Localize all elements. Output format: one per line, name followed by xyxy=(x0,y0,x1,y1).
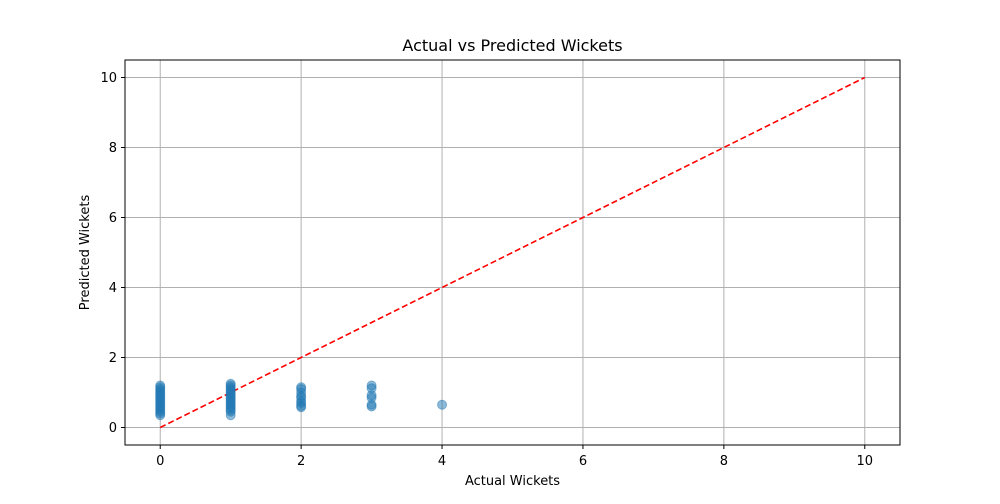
data-points xyxy=(155,378,448,421)
x-tick-label: 4 xyxy=(438,454,446,469)
y-axis-label: Predicted Wickets xyxy=(78,195,93,311)
chart-title: Actual vs Predicted Wickets xyxy=(402,36,622,55)
x-tick-label: 0 xyxy=(156,454,164,469)
y-axis-ticks: 0 2 4 6 8 10 xyxy=(100,71,125,436)
reference-line-group xyxy=(159,76,866,429)
data-point xyxy=(155,410,166,421)
y-tick-label: 2 xyxy=(109,351,117,366)
x-tick-label: 10 xyxy=(856,454,873,469)
x-tick-label: 8 xyxy=(720,454,728,469)
x-axis-label: Actual Wickets xyxy=(465,474,560,489)
data-point xyxy=(225,410,236,421)
y-tick-label: 10 xyxy=(100,71,117,86)
x-tick-label: 6 xyxy=(579,454,587,469)
data-point xyxy=(366,401,377,412)
y-tick-label: 8 xyxy=(109,141,117,156)
reference-line xyxy=(159,76,866,429)
data-point xyxy=(296,402,307,413)
x-axis-ticks: 0 2 4 6 8 10 xyxy=(156,445,873,469)
y-tick-label: 4 xyxy=(109,281,117,296)
data-point xyxy=(437,399,448,410)
y-tick-label: 0 xyxy=(109,421,117,436)
grid-lines xyxy=(125,60,900,445)
plot-frame xyxy=(124,59,901,446)
y-tick-label: 6 xyxy=(109,211,117,226)
x-tick-label: 2 xyxy=(297,454,305,469)
